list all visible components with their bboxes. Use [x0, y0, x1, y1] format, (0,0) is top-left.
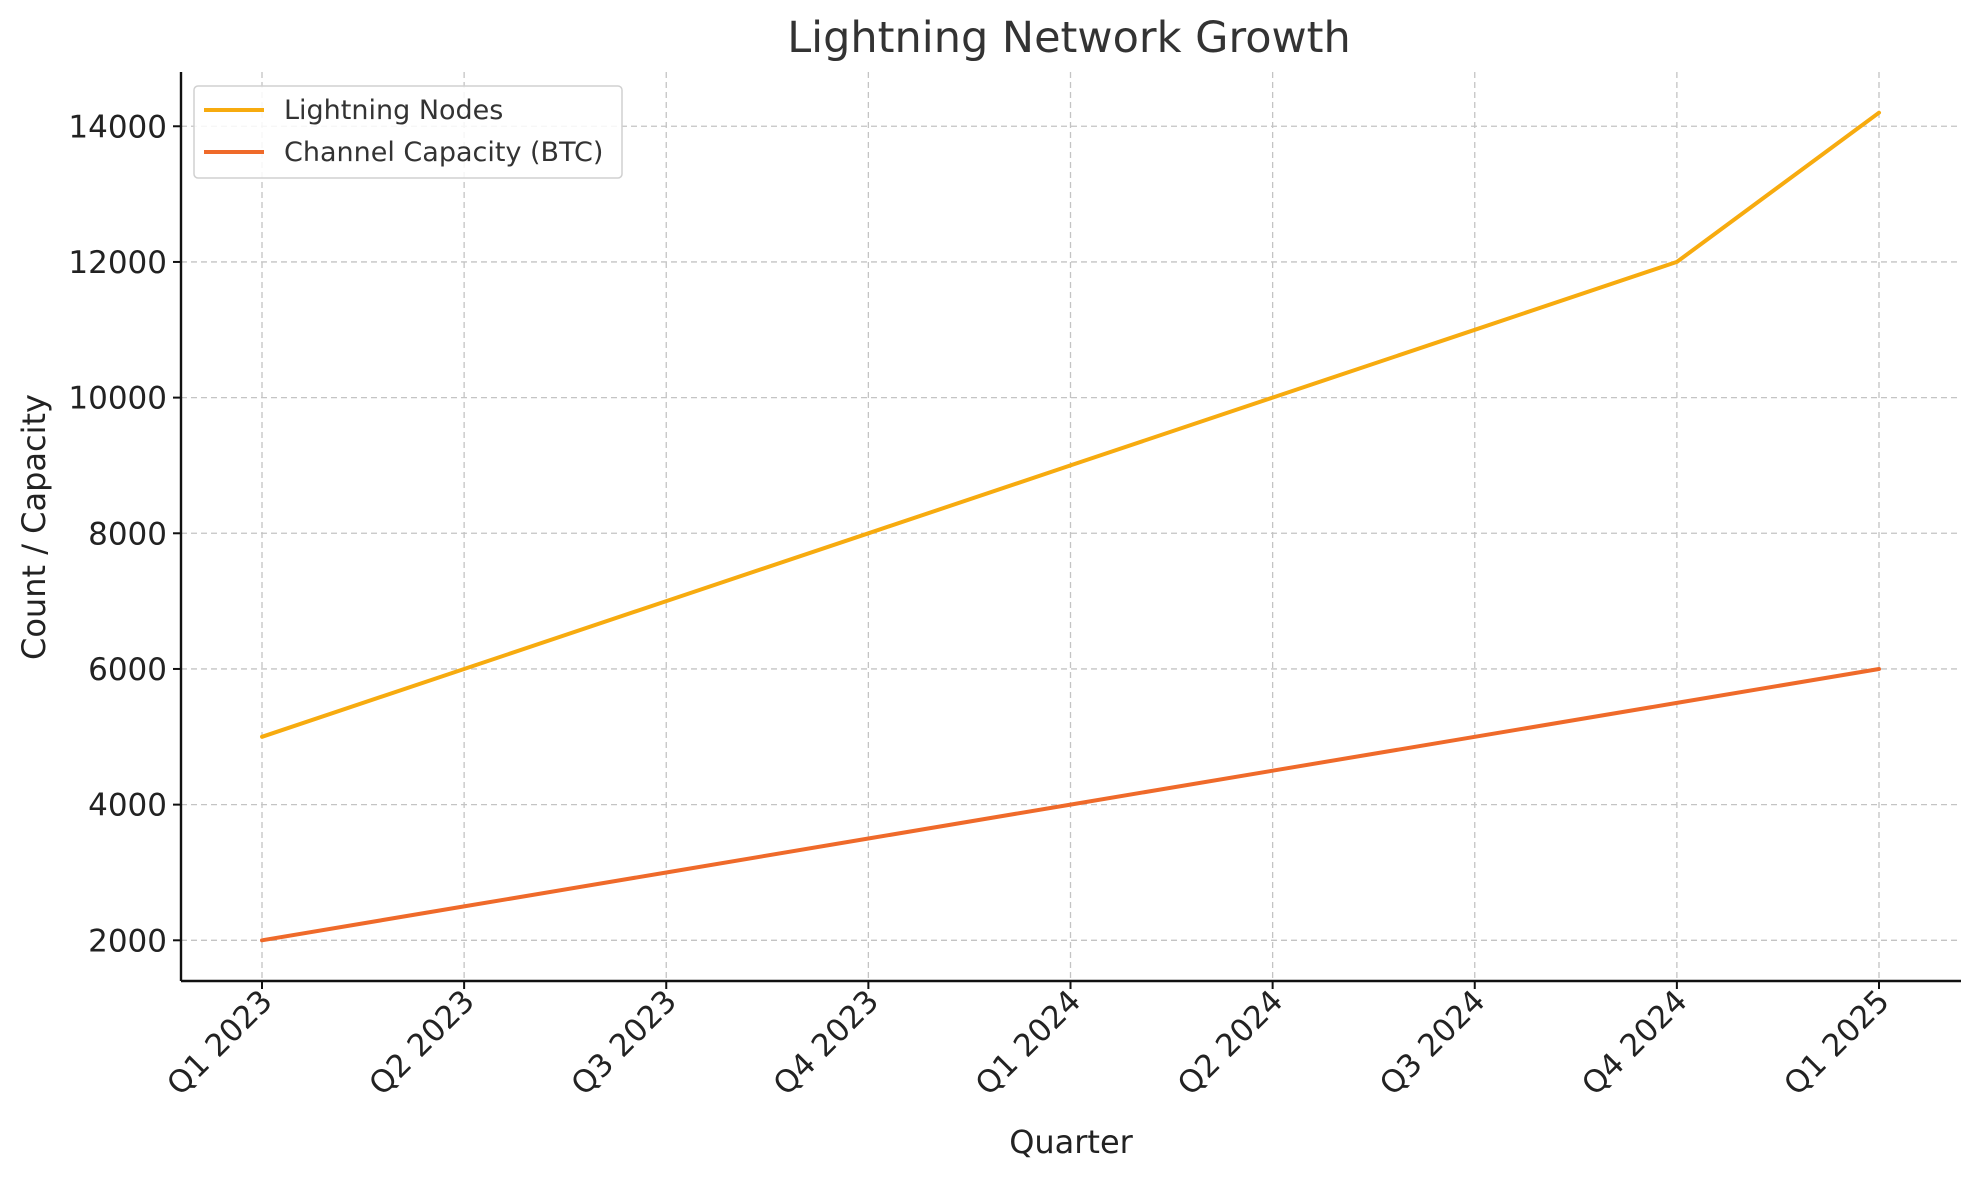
x-tick-label: Q1 2024 — [969, 983, 1088, 1102]
y-tick-label: 6000 — [88, 652, 167, 688]
x-tick-label: Q3 2024 — [1373, 983, 1492, 1102]
y-tick-label: 4000 — [88, 788, 167, 824]
y-tick-label: 14000 — [68, 109, 167, 145]
legend-box — [193, 85, 623, 179]
ticks: 2000 4000 6000 8000 10000 12000 14000 Q1 2023 Q2… — [68, 109, 1896, 1102]
y-tick-label: 12000 — [68, 245, 167, 281]
x-tick-label: Q1 2023 — [160, 983, 279, 1102]
x-tick-label: Q3 2023 — [564, 983, 683, 1102]
series-lines — [260, 110, 1881, 943]
grid — [181, 72, 1961, 981]
y-tick-label: 8000 — [88, 516, 167, 552]
x-tick-label: Q4 2023 — [767, 983, 886, 1102]
chart-title: Lightning Network Growth — [787, 13, 1351, 63]
series-line-1 — [260, 110, 1881, 739]
y-axis-label: Count / Capacity — [15, 394, 53, 660]
legend-label: Lightning Nodes — [284, 95, 503, 126]
series-line-2 — [260, 667, 1881, 943]
y-tick-label: 2000 — [88, 923, 167, 959]
x-tick-label: Q2 2024 — [1171, 983, 1290, 1102]
x-tick-label: Q2 2023 — [362, 983, 481, 1102]
y-tick-label: 10000 — [68, 381, 167, 417]
legend-label: Channel Capacity (BTC) — [284, 137, 603, 168]
legend: Lightning Nodes Channel Capacity (BTC) — [193, 85, 623, 179]
x-tick-label: Q4 2024 — [1575, 983, 1694, 1102]
x-tick-label: Q1 2025 — [1777, 983, 1896, 1102]
x-axis-label: Quarter — [1009, 1123, 1133, 1161]
